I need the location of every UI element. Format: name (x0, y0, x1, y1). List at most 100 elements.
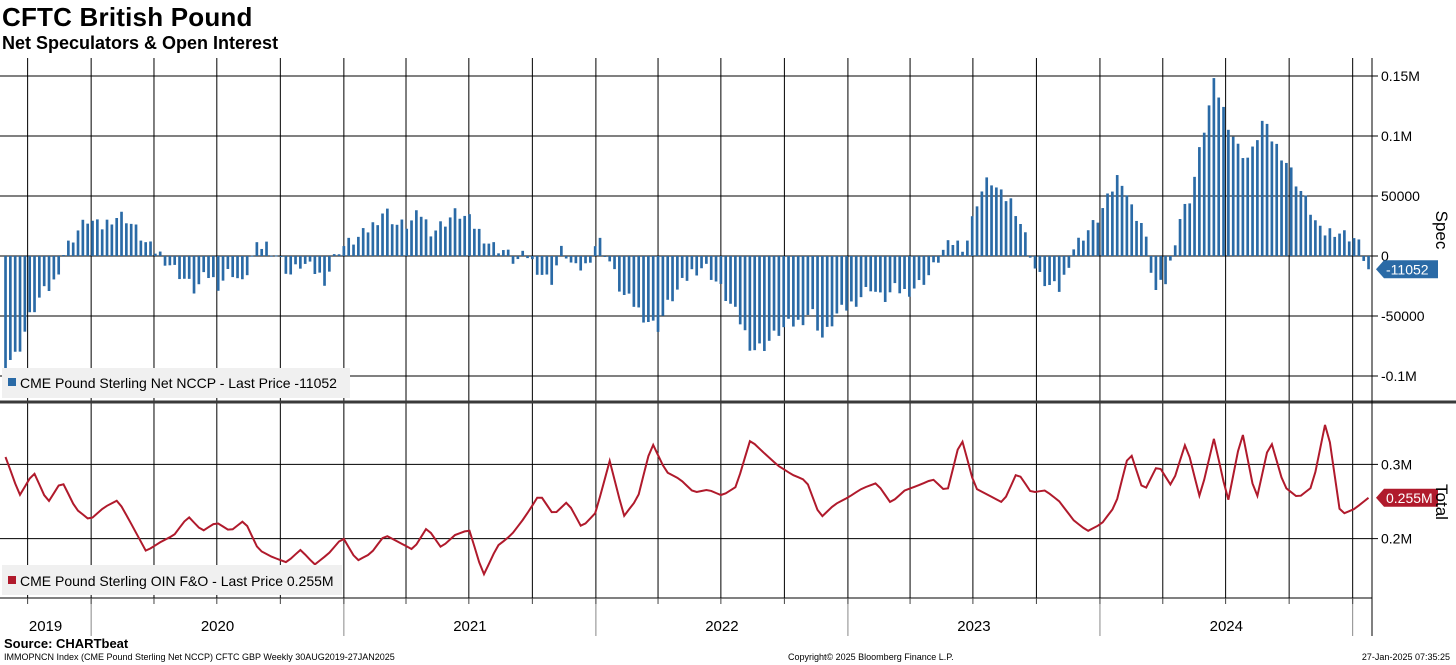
spec-bar (245, 256, 249, 276)
spec-bar (845, 256, 848, 311)
spec-bar (1096, 222, 1100, 256)
total-line-group (4, 424, 1370, 577)
spec-bar (284, 256, 288, 274)
spec-bar (806, 256, 810, 315)
spec-bar (1130, 204, 1134, 256)
spec-bar (96, 219, 99, 256)
spec-bar (1289, 167, 1293, 256)
year-label: 2023 (957, 618, 990, 635)
spec-bar (637, 256, 641, 308)
spec-bar (154, 253, 157, 256)
spec-bar (898, 256, 902, 294)
spec-bar (33, 256, 36, 313)
spec-bar (173, 256, 177, 265)
spec-bar (584, 256, 587, 264)
spec-last-value-badge-shape (1376, 260, 1438, 279)
spec-bar (1028, 256, 1032, 258)
spec-bar (787, 256, 790, 319)
spec-bar (1347, 241, 1351, 256)
spec-bar (1072, 249, 1076, 256)
chart-subtitle: Net Speculators & Open Interest (2, 33, 279, 53)
spec-bar (381, 213, 384, 256)
spec-bar (332, 254, 336, 256)
spec-bar (1323, 235, 1327, 256)
year-label: 2019 (29, 618, 62, 635)
spec-bar (9, 256, 12, 360)
spec-bar (729, 256, 732, 304)
spec-bar (676, 256, 679, 290)
year-label: 2020 (201, 618, 234, 635)
spec-bar (1328, 228, 1332, 256)
spec-bar (869, 256, 873, 292)
spec-bar (864, 256, 868, 287)
spec-bar (1169, 256, 1172, 261)
spec-bar (613, 256, 616, 270)
spec-bar (1367, 256, 1370, 270)
spec-bar (526, 256, 529, 259)
spec-bar (168, 256, 172, 266)
spec-bar (956, 240, 960, 256)
spec-bar (303, 256, 307, 264)
spec-bar (110, 224, 114, 256)
spec-bar (642, 256, 645, 323)
spec-bar (270, 255, 273, 257)
spec-bar (1265, 123, 1269, 256)
footer-ticker: IMMOPNCN Index (CME Pound Sterling Net N… (4, 652, 395, 662)
spec-bar (975, 206, 979, 256)
spec-bar (1217, 97, 1221, 256)
axes: 0.15M 0.1M 50000 0 -50000 -0.1M 0.3M 0.2M 2019 20… (0, 58, 1456, 636)
spec-bar (52, 256, 56, 280)
spec-bar (1164, 256, 1167, 285)
spec-y-tick-label: -0.1M (1381, 368, 1417, 384)
spec-bar (922, 256, 926, 285)
spec-bar (86, 223, 90, 256)
total-line (4, 424, 1370, 577)
spec-bar (912, 256, 916, 289)
spec-bar (81, 219, 85, 256)
spec-bar (695, 256, 699, 276)
spec-bar (511, 256, 515, 264)
spec-bar (487, 243, 491, 256)
spec-bar (792, 256, 795, 327)
spec-bar (1299, 190, 1303, 256)
spec-bar (651, 256, 655, 321)
spec-bar (763, 256, 766, 351)
spec-bar (700, 256, 703, 269)
total-axis-title: Total (1432, 484, 1451, 520)
total-legend-bg (2, 565, 342, 595)
spec-bar (1260, 120, 1264, 256)
spec-bar (328, 256, 331, 272)
total-last-value-badge-text: 0.255M (1386, 490, 1433, 506)
total-y-tick-label: 0.2M (1381, 531, 1412, 547)
spec-bar (163, 256, 167, 266)
spec-bar (347, 237, 351, 256)
spec-bar (212, 256, 215, 278)
spec-bar (294, 256, 297, 265)
spec-bar (1086, 230, 1090, 256)
spec-bar (647, 256, 650, 323)
spec-bar (1183, 203, 1187, 256)
spec-bar (840, 256, 844, 305)
spec-bar (352, 244, 355, 256)
spec-bar (1159, 256, 1163, 280)
spec-bar (424, 219, 428, 256)
spec-bar (656, 256, 660, 332)
spec-bar (497, 253, 500, 256)
spec-bar (410, 220, 413, 256)
spec-bar (661, 256, 665, 316)
spec-bar (1362, 256, 1366, 261)
spec-bar (1057, 256, 1061, 292)
spec-bar (91, 220, 94, 256)
spec-y-tick-label: 50000 (1381, 188, 1420, 204)
spec-bar (250, 255, 254, 257)
spec-bar (1304, 195, 1308, 256)
spec-bar (463, 215, 467, 256)
grid-lines (0, 58, 1372, 598)
spec-bar (468, 214, 471, 256)
spec-bar (47, 256, 51, 292)
spec-bar (13, 256, 17, 352)
spec-bar (801, 256, 805, 326)
spec-bar (1343, 230, 1346, 256)
spec-bar (821, 256, 824, 338)
spec-bar (1275, 143, 1279, 256)
